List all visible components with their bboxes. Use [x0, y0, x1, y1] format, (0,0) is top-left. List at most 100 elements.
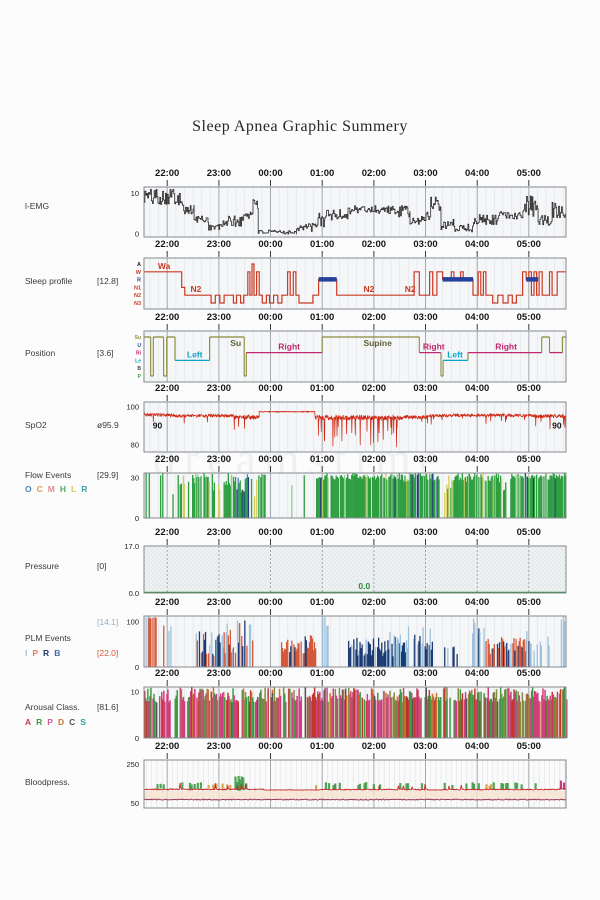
svg-text:05:00: 05:00 — [517, 527, 541, 538]
svg-text:Su: Su — [230, 338, 241, 348]
svg-text:04:00: 04:00 — [465, 668, 489, 679]
svg-text:22:00: 22:00 — [155, 168, 179, 179]
svg-text:23:00: 23:00 — [207, 312, 231, 323]
sleep-value: [12.8] — [97, 276, 119, 286]
channel-label-bp: Bloodpress. — [25, 777, 70, 787]
svg-text:22:00: 22:00 — [155, 741, 179, 752]
plm-value-i: [14.1] — [97, 617, 119, 627]
svg-text:05:00: 05:00 — [517, 454, 541, 465]
channel-label-pressure: Pressure [0] — [25, 561, 106, 571]
plm-legend-r: R — [43, 648, 50, 658]
flow-panel: 22:00 23:00 00:00 01:00 02:00 03:00 04:00 05:00… — [131, 454, 567, 523]
position-panel: 22:00 23:00 00:00 01:00 02:00 03:00 04:00 05:00… — [135, 312, 567, 383]
pressure-series: 0.0 — [144, 581, 566, 594]
svg-text:50: 50 — [131, 799, 139, 808]
svg-text:0: 0 — [135, 514, 139, 523]
svg-text:02:00: 02:00 — [362, 168, 386, 179]
flow-series — [145, 473, 567, 518]
svg-text:02:00: 02:00 — [362, 312, 386, 323]
arousal-legend-c: C — [69, 717, 76, 727]
svg-text:02:00: 02:00 — [362, 454, 386, 465]
svg-text:02:00: 02:00 — [362, 239, 386, 250]
flow-legend-c: C — [36, 484, 43, 494]
arousal-legend-r: R — [36, 717, 43, 727]
svg-text:04:00: 04:00 — [465, 741, 489, 752]
svg-text:00:00: 00:00 — [258, 312, 282, 323]
page-title: Sleep Apnea Graphic Summery — [192, 118, 408, 135]
svg-text:03:00: 03:00 — [413, 312, 437, 323]
channel-label-plm: PLM Events — [25, 633, 71, 643]
svg-text:Wa: Wa — [158, 261, 171, 271]
svg-text:04:00: 04:00 — [465, 597, 489, 608]
svg-text:04:00: 04:00 — [465, 383, 489, 394]
arousal-panel: 22:00 23:00 00:00 01:00 02:00 03:00 04:00 05:00… — [131, 668, 568, 743]
svg-text:R: R — [137, 278, 141, 284]
svg-text:00:00: 00:00 — [258, 168, 282, 179]
pressure-label: Pressure — [25, 561, 60, 571]
svg-text:0: 0 — [135, 230, 139, 239]
plm-value-p: [22.0] — [97, 648, 118, 658]
svg-text:23:00: 23:00 — [207, 383, 231, 394]
svg-text:00:00: 00:00 — [258, 597, 282, 608]
svg-text:02:00: 02:00 — [362, 668, 386, 679]
svg-text:Su: Su — [135, 335, 141, 341]
svg-text:04:00: 04:00 — [465, 312, 489, 323]
svg-text:N2: N2 — [134, 293, 141, 299]
svg-text:05:00: 05:00 — [517, 239, 541, 250]
svg-text:05:00: 05:00 — [517, 168, 541, 179]
channel-label-flow: Flow Events [29.9] — [25, 470, 118, 480]
svg-text:05:00: 05:00 — [517, 741, 541, 752]
svg-text:Right: Right — [423, 342, 445, 352]
svg-text:23:00: 23:00 — [207, 741, 231, 752]
svg-text:10: 10 — [131, 189, 139, 198]
svg-text:Right: Right — [278, 342, 300, 352]
svg-text:250: 250 — [126, 760, 139, 769]
spo2-series: 90 90 — [143, 410, 567, 448]
svg-text:23:00: 23:00 — [207, 454, 231, 465]
svg-text:N2: N2 — [191, 284, 202, 294]
svg-text:23:00: 23:00 — [207, 168, 231, 179]
svg-text:05:00: 05:00 — [517, 597, 541, 608]
svg-text:04:00: 04:00 — [465, 527, 489, 538]
svg-text:05:00: 05:00 — [517, 312, 541, 323]
arousal-label: Arousal Class. — [25, 702, 80, 712]
svg-text:03:00: 03:00 — [413, 597, 437, 608]
svg-text:17.0: 17.0 — [124, 542, 139, 551]
svg-text:Left: Left — [187, 349, 203, 359]
channel-label-sleep: Sleep profile [12.8] — [25, 276, 118, 286]
spo2-panel: 22:00 23:00 00:00 01:00 02:00 03:00 04:00 05:00… — [126, 383, 567, 453]
svg-text:04:00: 04:00 — [465, 239, 489, 250]
svg-text:00:00: 00:00 — [258, 668, 282, 679]
svg-text:90: 90 — [552, 421, 562, 431]
svg-text:00:00: 00:00 — [258, 527, 282, 538]
sleep-panel: 22:00 23:00 00:00 01:00 02:00 03:00 04:00 05:00… — [134, 239, 567, 310]
spo2-label: SpO2 — [25, 420, 47, 430]
plm-panel: 22:00 23:00 00:00 01:00 02:00 03:00 04:00 05:00… — [126, 597, 567, 672]
svg-text:03:00: 03:00 — [413, 239, 437, 250]
svg-text:23:00: 23:00 — [207, 668, 231, 679]
svg-text:N2: N2 — [364, 284, 375, 294]
svg-text:01:00: 01:00 — [310, 383, 334, 394]
svg-text:Right: Right — [495, 342, 517, 352]
position-value: [3.6] — [97, 348, 114, 358]
plm-value-index: [14.1] — [97, 617, 118, 627]
svg-text:00:00: 00:00 — [258, 239, 282, 250]
svg-text:05:00: 05:00 — [517, 383, 541, 394]
svg-text:90: 90 — [153, 421, 163, 431]
sleep-series: Wa N2 N2 N2 — [144, 261, 566, 304]
flow-legend-l: L — [71, 484, 77, 494]
svg-text:22:00: 22:00 — [155, 454, 179, 465]
svg-text:0: 0 — [135, 663, 139, 672]
svg-text:23:00: 23:00 — [207, 527, 231, 538]
svg-text:22:00: 22:00 — [155, 597, 179, 608]
svg-text:00:00: 00:00 — [258, 741, 282, 752]
channel-label-spo2: SpO2 ø95.9 — [25, 420, 119, 430]
svg-text:00:00: 00:00 — [258, 383, 282, 394]
svg-text:01:00: 01:00 — [310, 741, 334, 752]
plm-legend-i: I — [25, 648, 28, 658]
svg-text:Left: Left — [447, 349, 463, 359]
svg-text:23:00: 23:00 — [207, 597, 231, 608]
